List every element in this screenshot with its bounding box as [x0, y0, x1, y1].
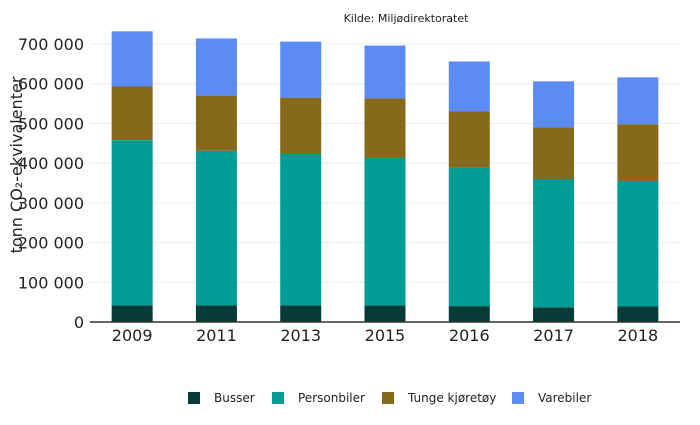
bar-segment: [280, 154, 322, 306]
y-tick-label: 200 000: [18, 234, 84, 253]
chart-subtitle: Kilde: Miljødirektoratet: [344, 12, 470, 25]
y-tick-label: 400 000: [18, 154, 84, 173]
bar-segment: [364, 98, 406, 158]
bar-segment: [280, 305, 322, 322]
x-tick-label: 2011: [196, 326, 237, 345]
y-axis-ticks: 0 100 000 200 000 300 000 400 000 500 000 600 …: [18, 35, 84, 332]
bar-segment: [448, 306, 490, 322]
x-axis-ticks: 2009 2011 2013 2015 2016 2017 2018: [112, 326, 658, 345]
legend-swatch: [272, 392, 284, 404]
bar-segment: [195, 305, 237, 322]
bar-segment: [617, 124, 659, 182]
bar-segment: [448, 167, 490, 307]
legend-swatch: [512, 392, 524, 404]
bar-segment: [448, 61, 490, 112]
bar-segment: [617, 77, 659, 125]
legend: Busser Personbiler Tunge kjøretøy Varebiler: [188, 391, 591, 405]
bar-segment: [364, 157, 406, 306]
bar-segment: [195, 95, 237, 151]
x-tick-label: 2016: [449, 326, 490, 345]
bar-segment: [111, 86, 153, 141]
x-tick-label: 2018: [617, 326, 658, 345]
bar-segment: [533, 179, 575, 308]
legend-swatch: [382, 392, 394, 404]
bar-segment: [448, 111, 490, 168]
bar-segment: [533, 127, 575, 180]
y-tick-label: 300 000: [18, 194, 84, 213]
legend-label: Tunge kjøretøy: [407, 391, 496, 405]
x-tick-label: 2017: [533, 326, 574, 345]
bar-segment: [364, 305, 406, 322]
y-tick-label: 500 000: [18, 114, 84, 133]
bar-segment: [533, 81, 575, 128]
bar-segment: [195, 38, 237, 96]
bar-segment: [111, 305, 153, 322]
bar-segment: [195, 150, 237, 306]
x-tick-label: 2013: [280, 326, 321, 345]
bar-segment: [111, 140, 153, 306]
bar-segment: [364, 45, 406, 99]
y-tick-label: 100 000: [18, 273, 84, 292]
y-tick-label: 600 000: [18, 75, 84, 94]
bar-segment: [111, 31, 153, 87]
bar-segment: [280, 97, 322, 155]
legend-swatch: [188, 392, 200, 404]
bar-segment: [280, 41, 322, 98]
bar-segment: [533, 307, 575, 322]
legend-label: Varebiler: [538, 391, 591, 405]
y-axis-label: tonn CO₂-ekvivalenter: [7, 76, 26, 253]
legend-label: Personbiler: [298, 391, 365, 405]
y-tick-label: 700 000: [18, 35, 84, 54]
bar-segment: [617, 181, 659, 307]
y-tick-label: 0: [74, 313, 84, 332]
x-tick-label: 2009: [112, 326, 153, 345]
legend-label: Busser: [214, 391, 255, 405]
bars: [111, 31, 659, 322]
x-tick-label: 2015: [365, 326, 406, 345]
bar-segment: [617, 306, 659, 322]
